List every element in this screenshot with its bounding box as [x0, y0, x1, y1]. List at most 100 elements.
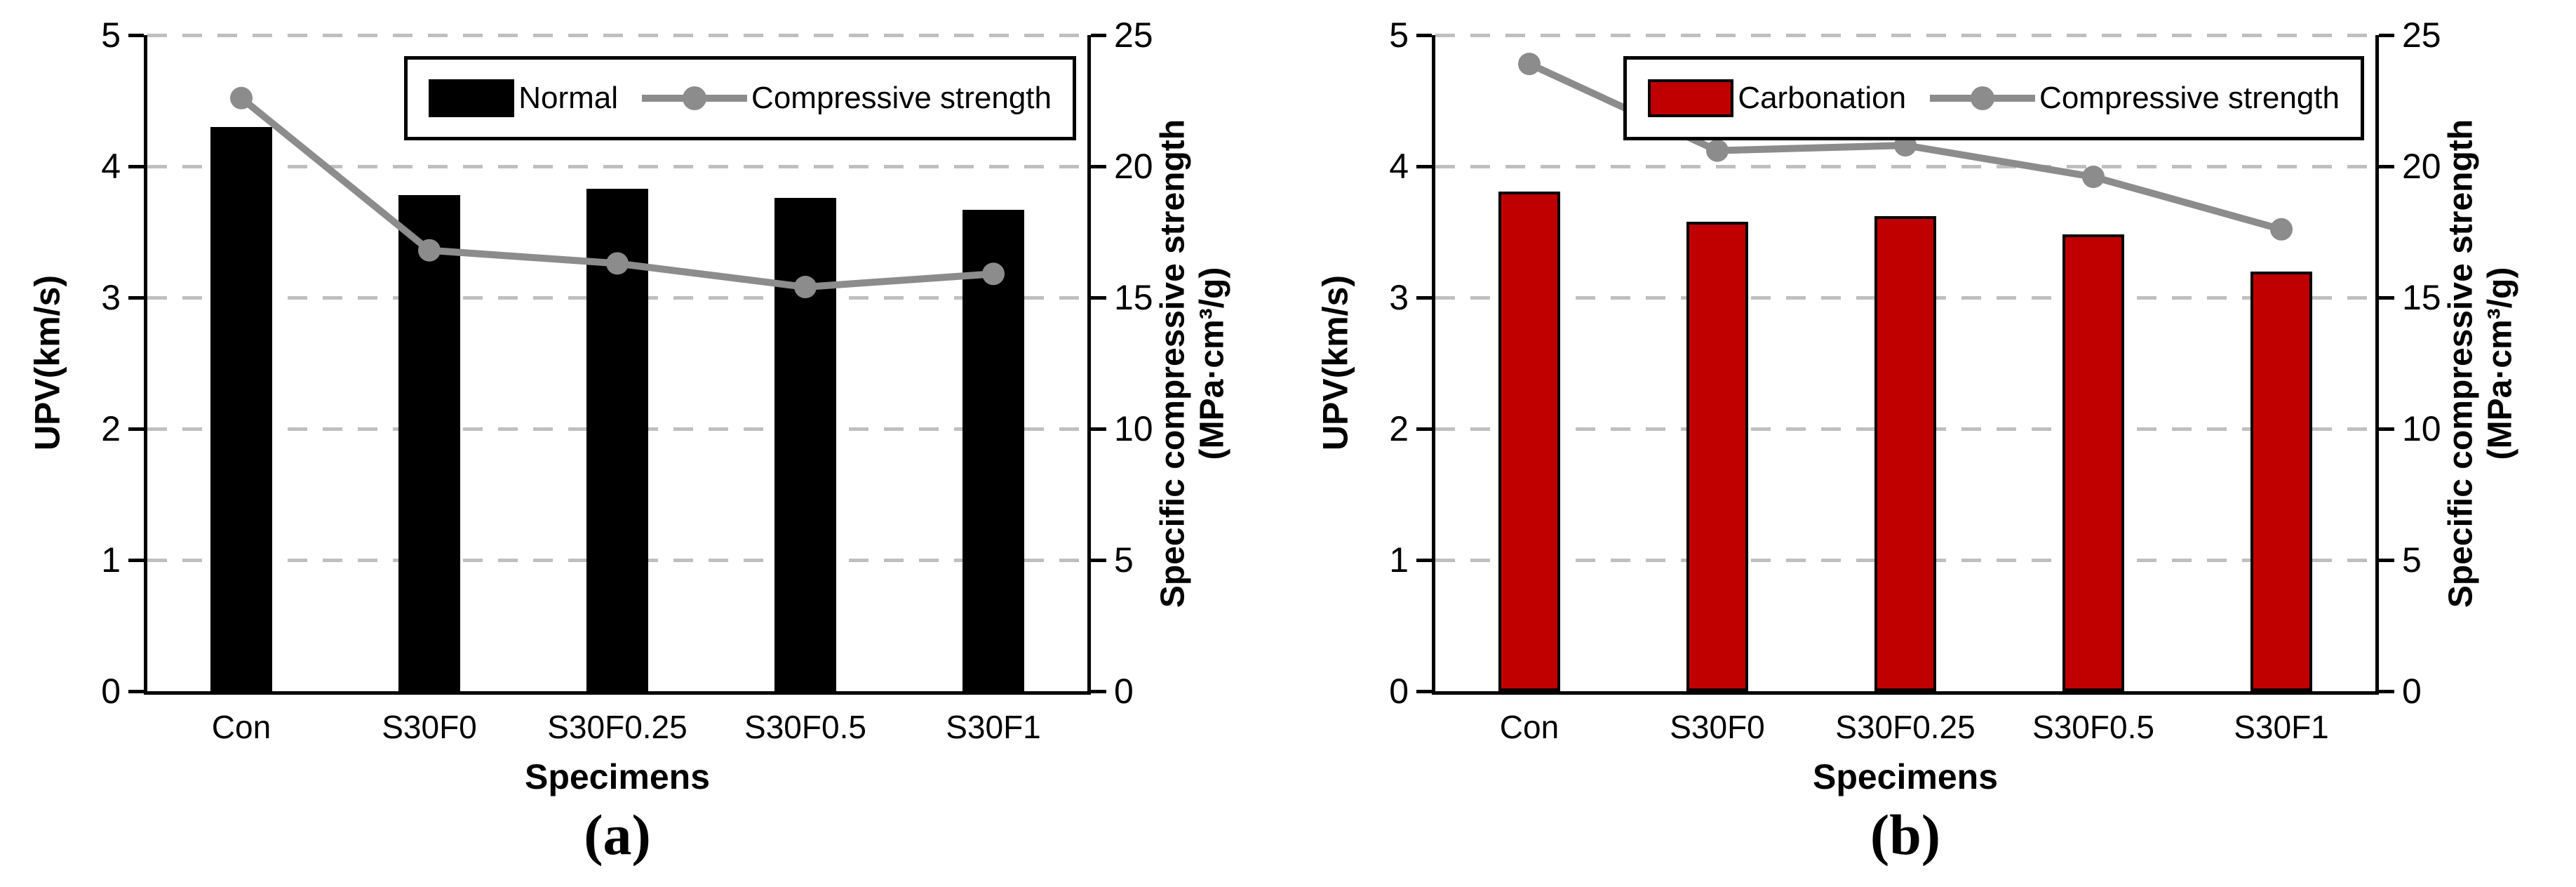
- right-axis-title-line2: (MPa·cm³/g): [2481, 267, 2519, 460]
- x-axis-title: Specimens: [524, 757, 710, 796]
- legend-bar-label: Normal: [518, 81, 619, 115]
- plot-area: Carbonation Compressive strength: [1435, 34, 2375, 691]
- right-tick-label: 0: [2402, 672, 2422, 711]
- left-axis-line: [144, 35, 147, 695]
- left-tick-mark: [128, 559, 144, 562]
- left-tick-label: 2: [1389, 409, 1409, 448]
- panel-a: Normal Compressive strength 0 1 2 3 4 5 0 5 10 1…: [27, 15, 1233, 867]
- panel-caption: (b): [1870, 803, 1941, 867]
- left-tick-mark: [128, 34, 144, 37]
- right-tick-mark: [2379, 34, 2394, 37]
- left-tick-mark: [128, 296, 144, 300]
- right-tick-label: 25: [1114, 15, 1153, 55]
- right-tick-label: 10: [2402, 409, 2441, 448]
- left-tick-label: 3: [101, 278, 121, 317]
- left-tick-label: 4: [101, 147, 121, 186]
- left-tick-mark: [1416, 165, 1432, 168]
- right-tick-mark: [1091, 690, 1106, 693]
- x-tick-label: S30F0.5: [744, 709, 866, 745]
- line-marker-S30F1: [2270, 218, 2293, 241]
- right-tick-mark: [1091, 427, 1106, 431]
- x-tick-label: S30F0: [1670, 709, 1765, 745]
- left-tick-mark: [1416, 296, 1432, 300]
- x-axis-line: [144, 691, 1091, 695]
- right-tick-label: 10: [1114, 409, 1153, 448]
- right-tick-mark: [1091, 559, 1106, 562]
- right-axis-title: Specific compressive strength (MPa·cm³/g…: [1154, 36, 1233, 692]
- x-tick-label: Con: [211, 709, 271, 745]
- legend-bar-label: Carbonation: [1738, 81, 1907, 115]
- right-axis-line: [2375, 35, 2379, 695]
- left-tick-mark: [1416, 427, 1432, 431]
- right-tick-label: 5: [1114, 540, 1134, 580]
- x-axis-line: [1432, 691, 2379, 695]
- bar-Con: [210, 126, 272, 691]
- right-tick-label: 0: [1114, 672, 1134, 711]
- bar-S30F0.25: [1874, 216, 1936, 691]
- right-tick-mark: [1091, 296, 1106, 300]
- left-tick-label: 1: [101, 540, 121, 580]
- plot-area: Normal Compressive strength: [147, 34, 1087, 691]
- left-axis-title: UPV(km/s): [27, 274, 67, 451]
- bar-S30F1: [2250, 271, 2312, 691]
- right-tick-mark: [1091, 34, 1106, 37]
- left-tick-label: 5: [101, 15, 121, 55]
- left-tick-label: 4: [1389, 147, 1409, 186]
- left-axis-line: [1432, 35, 1435, 695]
- right-tick-label: 20: [1114, 147, 1153, 186]
- left-tick-label: 0: [1389, 672, 1409, 711]
- legend-bar-swatch: [1648, 79, 1734, 117]
- right-axis-title-line1: Specific compressive strength: [2442, 119, 2480, 608]
- left-tick-mark: [1416, 559, 1432, 562]
- right-tick-mark: [2379, 690, 2394, 693]
- bar-S30F0: [398, 195, 460, 691]
- left-tick-mark: [1416, 690, 1432, 693]
- right-axis-title-line2: (MPa·cm³/g): [1193, 267, 1231, 460]
- line-marker-S30F0.25: [606, 252, 629, 275]
- line-marker-S30F0.5: [2082, 166, 2105, 188]
- left-tick-mark: [128, 427, 144, 431]
- line-marker-S30F0: [418, 239, 441, 262]
- left-tick-label: 3: [1389, 278, 1409, 317]
- left-axis-title: UPV(km/s): [1315, 274, 1355, 451]
- gridline: [1435, 34, 2375, 37]
- legend-line-label: Compressive strength: [751, 81, 1052, 115]
- legend: Carbonation Compressive strength: [1623, 56, 2364, 140]
- line-marker-S30F1: [982, 262, 1005, 286]
- left-tick-mark: [1416, 34, 1432, 37]
- x-tick-label: S30F1: [2234, 709, 2329, 745]
- bar-S30F1: [962, 209, 1024, 691]
- bar-Con: [1498, 191, 1560, 691]
- x-tick-label: S30F0.5: [2032, 709, 2154, 745]
- gridline: [147, 34, 1087, 37]
- right-axis-line: [1087, 35, 1091, 695]
- bar-S30F0: [1686, 221, 1748, 691]
- right-tick-label: 20: [2402, 147, 2441, 186]
- right-tick-label: 15: [2402, 278, 2441, 317]
- right-tick-mark: [2379, 296, 2394, 300]
- right-axis-title-line1: Specific compressive strength: [1154, 119, 1192, 608]
- legend: Normal Compressive strength: [404, 56, 1076, 140]
- x-tick-label: S30F0.25: [1835, 709, 1975, 745]
- left-tick-label: 2: [101, 409, 121, 448]
- line-marker-S30F0.5: [794, 276, 817, 298]
- line-series: [230, 86, 1005, 298]
- panel-caption: (a): [584, 803, 651, 867]
- right-tick-mark: [2379, 427, 2394, 431]
- right-tick-mark: [2379, 165, 2394, 168]
- legend-bar-swatch: [429, 79, 515, 117]
- x-tick-label: S30F1: [946, 709, 1041, 745]
- legend-line-label: Compressive strength: [2039, 81, 2340, 115]
- right-tick-label: 5: [2402, 540, 2422, 580]
- gridline: [147, 165, 1087, 168]
- line-marker-Con: [230, 86, 253, 109]
- right-tick-mark: [2379, 559, 2394, 562]
- line-marker-S30F0: [1706, 139, 1729, 162]
- legend-line-marker-icon: [642, 79, 748, 117]
- line-marker-Con: [1518, 53, 1541, 76]
- left-tick-mark: [128, 165, 144, 168]
- left-tick-label: 5: [1389, 15, 1409, 55]
- legend-line-marker-icon: [1930, 79, 2036, 117]
